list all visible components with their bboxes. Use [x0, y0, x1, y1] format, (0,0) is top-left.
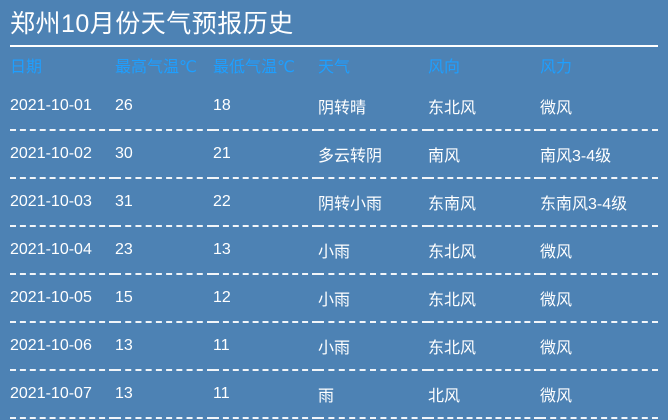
table-row: 2021-10-04 23 13 小雨 东北风 微风: [10, 226, 658, 275]
cell-wind_direction: 东北风: [428, 274, 540, 323]
cell-wind_force: 微风: [540, 322, 658, 371]
cell-wind_force: 微风: [540, 226, 658, 275]
table-row: 2021-10-07 13 11 雨北风 微风: [10, 370, 658, 419]
cell-weather: 阴转晴: [318, 83, 428, 131]
cell-min_temp: 12: [213, 274, 318, 323]
table-header-row: 日期 最高气温℃ 最低气温℃ 天气 风向 风力: [10, 47, 658, 83]
cell-max_temp: 26: [115, 83, 213, 131]
cell-max_temp: 30: [115, 130, 213, 179]
column-header-date: 日期: [10, 59, 43, 76]
cell-wind_direction: 北风: [428, 370, 540, 419]
cell-weather: 多云转阴: [318, 130, 428, 179]
cell-date: 2021-10-04: [10, 226, 115, 275]
column-header-weather: 天气: [318, 59, 351, 76]
cell-wind_direction: 东南风: [428, 178, 540, 227]
cell-wind_force: 微风: [540, 274, 658, 323]
cell-min_temp: 11: [213, 370, 318, 419]
cell-weather: 阴转小雨: [318, 178, 428, 227]
column-header-max_temp: 最高气温℃: [115, 59, 197, 76]
cell-min_temp: 13: [213, 226, 318, 275]
cell-date: 2021-10-02: [10, 130, 115, 179]
table-row: 2021-10-03 31 22 阴转小雨 东南风 东南风3-4级: [10, 178, 658, 227]
cell-wind_direction: 东北风: [428, 83, 540, 131]
cell-date: 2021-10-01: [10, 83, 115, 131]
cell-wind_force: 微风: [540, 370, 658, 419]
cell-wind_force: 微风: [540, 83, 658, 131]
column-header-wind_direction: 风向: [428, 59, 461, 76]
table-row: 2021-10-05 15 12 小雨 东北风 微风: [10, 274, 658, 323]
cell-max_temp: 31: [115, 178, 213, 227]
cell-wind_direction: 东北风: [428, 322, 540, 371]
cell-date: 2021-10-06: [10, 322, 115, 371]
weather-history-table: 日期 最高气温℃ 最低气温℃ 天气 风向 风力 2021-10-01 26 18 阴转晴 东北风微…: [10, 47, 658, 419]
page-title: 郑州10月份天气预报历史: [10, 10, 294, 38]
table-row: 2021-10-02 30 21 多云转阴 南风 南风3-4级: [10, 130, 658, 179]
cell-wind_force: 东南风3-4级: [540, 178, 658, 227]
table-row: 2021-10-06 13 11 小雨 东北风 微风: [10, 322, 658, 371]
cell-min_temp: 11: [213, 322, 318, 371]
cell-max_temp: 15: [115, 274, 213, 323]
cell-weather: 雨: [318, 370, 428, 419]
cell-wind_direction: 东北风: [428, 226, 540, 275]
table-row: 2021-10-01 26 18 阴转晴 东北风 微风: [10, 83, 658, 131]
cell-min_temp: 18: [213, 83, 318, 131]
cell-max_temp: 13: [115, 370, 213, 419]
cell-date: 2021-10-07: [10, 370, 115, 419]
cell-weather: 小雨: [318, 322, 428, 371]
cell-min_temp: 21: [213, 130, 318, 179]
column-header-min_temp: 最低气温℃: [213, 59, 295, 76]
cell-weather: 小雨: [318, 226, 428, 275]
cell-wind_force: 南风3-4级: [540, 130, 658, 179]
cell-weather: 小雨: [318, 274, 428, 323]
column-header-wind_force: 风力: [540, 59, 573, 76]
cell-date: 2021-10-05: [10, 274, 115, 323]
title-divider: [10, 45, 658, 47]
cell-wind_direction: 南风: [428, 130, 540, 179]
cell-max_temp: 13: [115, 322, 213, 371]
cell-max_temp: 23: [115, 226, 213, 275]
cell-date: 2021-10-03: [10, 178, 115, 227]
cell-min_temp: 22: [213, 178, 318, 227]
